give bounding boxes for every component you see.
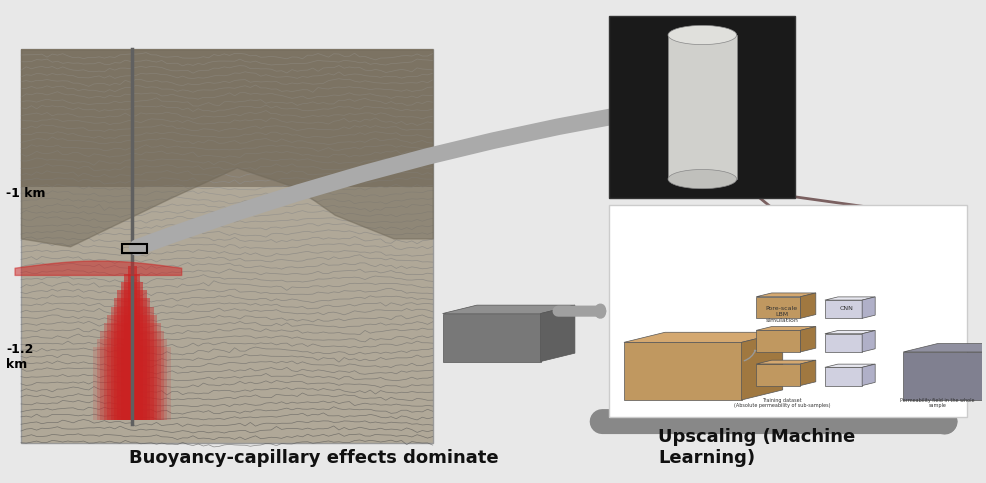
- Text: -1.2
km: -1.2 km: [6, 343, 34, 371]
- Polygon shape: [825, 330, 876, 334]
- FancyBboxPatch shape: [609, 205, 967, 417]
- Polygon shape: [801, 360, 815, 385]
- Polygon shape: [801, 293, 815, 318]
- Text: Training dataset
(Absolute permeability of sub-samples): Training dataset (Absolute permeability …: [734, 398, 830, 408]
- Polygon shape: [756, 297, 801, 318]
- Polygon shape: [624, 332, 783, 342]
- FancyBboxPatch shape: [609, 16, 796, 199]
- Text: Buoyancy-capillary effects dominate: Buoyancy-capillary effects dominate: [129, 449, 499, 467]
- Text: -1 km: -1 km: [6, 187, 45, 200]
- Polygon shape: [903, 352, 986, 400]
- FancyBboxPatch shape: [117, 290, 147, 420]
- FancyBboxPatch shape: [131, 258, 133, 420]
- Polygon shape: [443, 313, 540, 362]
- Polygon shape: [825, 364, 876, 367]
- Ellipse shape: [669, 26, 737, 44]
- Polygon shape: [540, 305, 575, 362]
- Polygon shape: [624, 342, 741, 400]
- Text: Pore-scale
LBM
simulation: Pore-scale LBM simulation: [765, 306, 799, 323]
- Polygon shape: [862, 364, 876, 385]
- Polygon shape: [825, 367, 862, 385]
- Polygon shape: [756, 327, 815, 330]
- FancyBboxPatch shape: [104, 323, 161, 420]
- Polygon shape: [756, 293, 815, 297]
- Polygon shape: [756, 360, 815, 364]
- Ellipse shape: [669, 170, 737, 189]
- FancyBboxPatch shape: [110, 307, 154, 420]
- FancyBboxPatch shape: [94, 347, 171, 420]
- Polygon shape: [862, 297, 876, 318]
- FancyBboxPatch shape: [101, 331, 164, 420]
- FancyBboxPatch shape: [114, 298, 150, 420]
- Polygon shape: [443, 305, 575, 313]
- FancyBboxPatch shape: [97, 339, 168, 420]
- Polygon shape: [825, 334, 862, 352]
- FancyBboxPatch shape: [124, 274, 140, 420]
- FancyBboxPatch shape: [121, 283, 143, 420]
- FancyBboxPatch shape: [107, 314, 157, 420]
- Text: Upscaling (Machine
Learning): Upscaling (Machine Learning): [659, 428, 856, 467]
- FancyBboxPatch shape: [21, 49, 433, 187]
- Text: Permeability field in the whole
sample: Permeability field in the whole sample: [900, 398, 975, 408]
- FancyBboxPatch shape: [21, 49, 433, 443]
- Polygon shape: [825, 297, 876, 300]
- FancyBboxPatch shape: [669, 35, 737, 179]
- Polygon shape: [801, 327, 815, 352]
- Polygon shape: [741, 332, 783, 400]
- Polygon shape: [825, 300, 862, 318]
- FancyBboxPatch shape: [128, 266, 137, 420]
- Polygon shape: [903, 343, 986, 352]
- Polygon shape: [756, 364, 801, 385]
- Polygon shape: [862, 330, 876, 352]
- Polygon shape: [756, 330, 801, 352]
- Text: CNN: CNN: [839, 306, 854, 312]
